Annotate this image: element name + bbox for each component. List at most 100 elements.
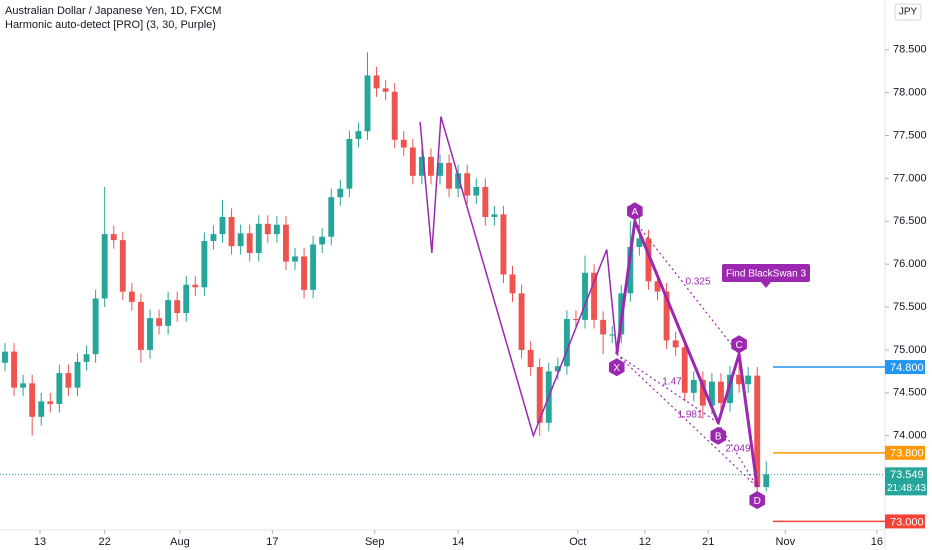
y-tick-label: 77.000	[893, 172, 927, 184]
candle-body	[681, 347, 688, 393]
x-tick-label: Oct	[569, 536, 586, 548]
candle-body	[473, 186, 480, 196]
note-label: Find BlackSwan 3	[726, 269, 806, 280]
candle-body	[101, 234, 108, 299]
candle-body	[373, 75, 380, 89]
x-tick-label: 21	[702, 536, 714, 548]
last-price-tag	[885, 467, 927, 496]
candle-body	[391, 91, 398, 140]
candle-body	[509, 274, 516, 294]
level-tag	[885, 445, 925, 460]
candle-body	[301, 256, 308, 290]
candle-body	[464, 173, 471, 196]
currency-label[interactable]: JPY	[899, 7, 918, 18]
candle-body	[255, 223, 262, 253]
candle-body	[128, 291, 135, 302]
ratio-label: 2.049	[725, 444, 750, 455]
x-tick-label: 22	[99, 536, 111, 548]
x-tick-label: Nov	[776, 536, 796, 548]
candle-body	[409, 147, 416, 176]
candle-body	[319, 236, 326, 245]
candle-body	[582, 272, 588, 320]
candle-body	[237, 233, 244, 247]
candle-body	[346, 138, 353, 189]
candle-body	[573, 319, 579, 321]
x-tick-label: 17	[266, 536, 278, 548]
candle-body	[29, 383, 36, 417]
vertex-badge	[749, 491, 766, 510]
harmonic-pattern	[615, 219, 759, 488]
candle-body	[418, 156, 425, 176]
prior-leg	[419, 116, 618, 438]
candle-body	[482, 186, 489, 217]
candle-body	[627, 246, 634, 294]
x-tick-label: 14	[452, 536, 464, 548]
chart-title: Australian Dollar / Japanese Yen, 1D, FX…	[5, 5, 221, 17]
candle-body	[228, 216, 235, 247]
candle-body	[554, 366, 561, 372]
level-label: 73.000	[890, 516, 924, 528]
y-tick-label: 74.500	[893, 387, 927, 399]
candle-body	[147, 318, 153, 350]
candle-body	[355, 131, 362, 139]
vertex-badge	[710, 426, 727, 445]
currency-button[interactable]	[894, 3, 922, 21]
candle-body	[763, 474, 770, 488]
y-tick-label: 78.500	[893, 44, 927, 56]
indicator-title: Harmonic auto-detect [PRO] (3, 30, Purpl…	[5, 19, 216, 31]
candle-body	[672, 340, 679, 348]
candle-body	[328, 197, 335, 237]
level-tag	[885, 360, 925, 375]
vertex-badge	[627, 202, 643, 221]
candle-body	[745, 375, 752, 385]
x-tick-label: Sep	[365, 536, 385, 548]
candle-body	[201, 240, 208, 288]
candle-body	[137, 301, 144, 350]
candle-body	[491, 214, 498, 217]
candle-body	[518, 293, 525, 350]
candle-body	[11, 351, 17, 388]
candle-body	[192, 284, 199, 288]
candle-body	[74, 361, 81, 388]
y-tick-label: 75.000	[893, 344, 927, 356]
candle-body	[56, 373, 63, 404]
level-tag	[885, 514, 925, 529]
candle-body	[337, 188, 344, 198]
candle-body	[455, 173, 462, 189]
x-tick-label: 16	[871, 536, 883, 548]
y-tick-label: 76.500	[893, 215, 927, 227]
y-tick-label: 75.500	[893, 301, 927, 313]
y-tick-label: 78.000	[893, 87, 927, 99]
candle-body	[156, 318, 163, 326]
level-label: 73.800	[890, 448, 924, 460]
ratio-label: 1.47	[662, 377, 682, 388]
candle-body	[165, 300, 172, 326]
candle-body	[47, 401, 54, 404]
vertex-label: B	[715, 431, 722, 442]
candle-body	[246, 233, 253, 253]
candle-body	[699, 379, 706, 406]
candle-body	[400, 139, 407, 148]
candle-body	[500, 214, 507, 275]
candle-body	[663, 291, 670, 341]
vertex-label: C	[735, 340, 742, 351]
countdown-label: 21:48:43	[887, 483, 926, 494]
candle-body	[20, 383, 27, 388]
ratio-line	[616, 353, 719, 424]
note-pointer	[761, 282, 771, 288]
x-tick-label: 12	[639, 536, 651, 548]
candle-body	[38, 401, 45, 417]
candle-body	[174, 300, 181, 314]
candle-body	[427, 156, 434, 176]
candle-body	[292, 256, 298, 262]
x-tick-label: 13	[34, 536, 46, 548]
last-price-label: 73.549	[890, 469, 924, 481]
candle-body	[718, 381, 724, 404]
candle-body	[92, 298, 99, 355]
candle-body	[446, 162, 453, 189]
candle-body	[708, 381, 715, 406]
candle-body	[591, 272, 598, 320]
candle-body	[382, 88, 389, 92]
candle-body	[110, 234, 117, 241]
